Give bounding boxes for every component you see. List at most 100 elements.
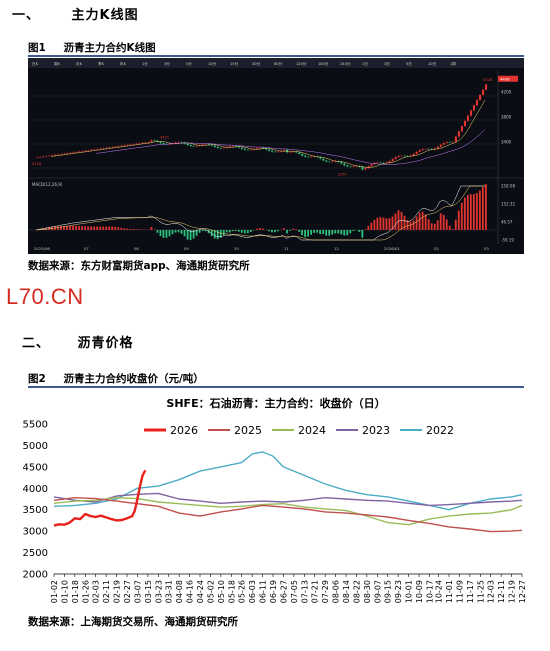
macd-bar <box>325 229 328 236</box>
kline-toolbar-item[interactable]: 1周 <box>450 61 456 66</box>
candle-body <box>192 145 195 147</box>
candle-body <box>132 144 135 145</box>
macd-bar <box>304 229 306 238</box>
candle-body <box>412 153 415 156</box>
figure-title: 沥青主力合约K线图 <box>63 42 156 54</box>
macd-bar <box>132 229 135 230</box>
macd-bar <box>475 192 478 230</box>
macd-bar <box>484 184 487 230</box>
macd-bar <box>406 219 409 230</box>
kline-toolbar-item[interactable]: 年K <box>120 61 127 66</box>
candle-body <box>322 158 325 161</box>
macd-bar <box>352 229 355 231</box>
date-tick-label: 2025/06 <box>34 246 50 251</box>
candle-body <box>376 162 379 164</box>
legend-label: 2025 <box>234 424 262 437</box>
macd-bar <box>430 223 433 230</box>
candle-body <box>394 157 397 160</box>
x-tick-label: 11-17 <box>466 580 475 603</box>
macd-bar <box>448 225 451 230</box>
candle-body <box>262 147 265 149</box>
macd-bar <box>207 229 210 234</box>
kline-toolbar-item[interactable]: 5日 <box>406 62 412 66</box>
candle-body <box>78 151 81 153</box>
x-tick-label: 06-11 <box>259 580 268 603</box>
candle-body <box>63 153 66 155</box>
candle-body <box>135 143 138 145</box>
kline-toolbar-item[interactable]: 月K <box>76 61 83 66</box>
candle-body <box>460 126 463 132</box>
candle-body <box>334 161 337 162</box>
candle-body <box>328 161 331 163</box>
macd-bar <box>105 226 108 230</box>
kline-toolbar-item[interactable]: 1分 <box>142 61 148 66</box>
candle-body <box>391 159 394 162</box>
kline-toolbar-item[interactable]: 日K <box>32 62 39 66</box>
candle-body <box>249 149 253 151</box>
kline-toolbar-item[interactable]: 1日 <box>362 62 368 66</box>
date-tick-label: 11 <box>284 246 289 251</box>
x-tick-label: 10-09 <box>415 580 424 603</box>
macd-bar <box>60 226 62 230</box>
kline-toolbar-item[interactable]: 10分 <box>208 61 217 66</box>
macd-bar <box>445 219 448 230</box>
candle-body <box>39 156 42 158</box>
macd-bar <box>286 229 288 234</box>
candle-body <box>147 141 150 143</box>
kline-toolbar-item[interactable]: 3日 <box>384 62 390 66</box>
macd-bar <box>81 226 84 230</box>
candle-body <box>237 146 241 148</box>
section-title: 沥青价格 <box>77 336 134 351</box>
figure-caption-2: 图2 沥青主力合约收盘价（元/吨） <box>28 371 204 386</box>
macd-bar <box>99 226 102 230</box>
candle-body <box>228 146 231 147</box>
kline-toolbar-item[interactable]: 120分 <box>296 61 307 66</box>
x-tick-label: 12-03 <box>487 580 496 603</box>
kline-toolbar-item[interactable]: 180分 <box>318 61 329 66</box>
candle-body <box>478 94 482 101</box>
kline-toolbar-item[interactable]: 10日 <box>428 62 436 66</box>
x-tick-label: 05-10 <box>217 580 226 603</box>
candle-body <box>325 160 328 162</box>
macd-bar <box>186 229 189 240</box>
kline-toolbar-item[interactable]: 3分 <box>164 61 170 66</box>
candle-body <box>454 136 457 142</box>
kline-toolbar-item[interactable]: 240分 <box>340 61 351 66</box>
candle-body <box>222 147 225 149</box>
macd-bar <box>195 229 198 236</box>
kline-toolbar-item[interactable]: 5分 <box>186 61 192 66</box>
macd-bar <box>316 229 319 233</box>
macd-bar <box>240 229 243 233</box>
macd-bar <box>87 226 90 230</box>
macd-bar <box>373 219 376 230</box>
x-tick-label: 03-31 <box>165 580 174 603</box>
kline-toolbar-item[interactable]: 30分 <box>252 61 261 66</box>
candle-body <box>156 140 159 142</box>
kline-toolbar-item[interactable]: 60分 <box>274 61 283 66</box>
candle-body <box>246 149 250 151</box>
macd-bar <box>63 225 65 230</box>
x-tick-label: 07-05 <box>290 580 299 603</box>
macd-bar <box>237 229 240 232</box>
macd-bar <box>225 229 228 233</box>
kline-toolbar-item[interactable]: 季K <box>98 61 105 66</box>
kline-toolbar-item[interactable]: 15分 <box>230 61 239 66</box>
macd-tick-label: 152.32 <box>501 202 515 207</box>
candle-body <box>271 150 274 152</box>
macd-bar <box>313 229 316 233</box>
macd-bar <box>39 229 41 230</box>
macd-bar <box>292 228 294 230</box>
macd-bar <box>340 229 343 235</box>
moving-average-line <box>96 129 486 165</box>
candle-body <box>472 105 476 111</box>
kline-toolbar-item[interactable]: 周K <box>54 61 61 66</box>
macd-bar <box>162 229 165 238</box>
x-tick-label: 08-14 <box>342 580 351 603</box>
macd-bar <box>370 222 373 230</box>
price-tick-label: 4200 <box>501 89 512 94</box>
macd-bar <box>433 223 436 230</box>
macd-bar <box>391 216 394 230</box>
macd-bar <box>42 228 44 230</box>
candle-body <box>204 144 207 145</box>
macd-tick-label: 46.57 <box>501 219 513 224</box>
